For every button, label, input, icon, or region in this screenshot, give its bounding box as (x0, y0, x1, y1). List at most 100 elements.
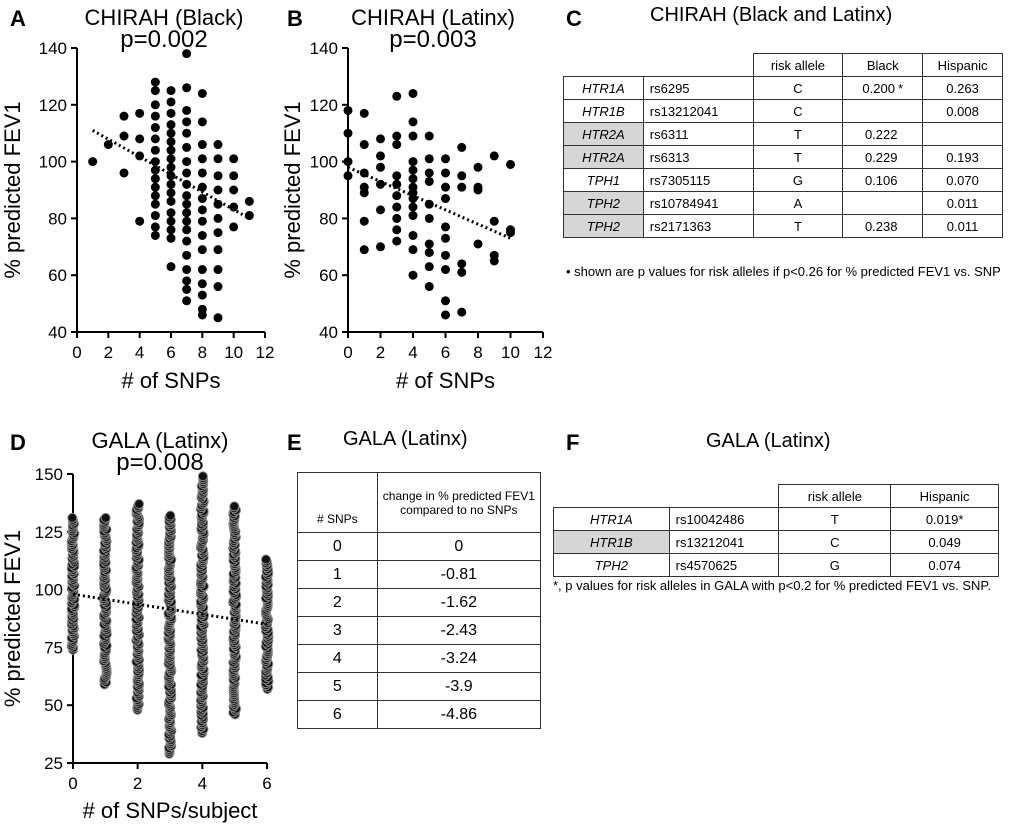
table-e-row: 3 -2.43 (297, 616, 542, 645)
data-point (457, 182, 467, 192)
x-tick-label: 2 (133, 774, 142, 793)
snps-cell: 3 (297, 616, 378, 645)
data-point (100, 512, 111, 523)
data-point (213, 313, 223, 323)
data-point (150, 134, 160, 144)
table-c-header-blank (564, 54, 644, 77)
table-c-header-black: Black (842, 53, 924, 77)
data-point (359, 108, 369, 118)
data-point (166, 162, 176, 172)
x-axis-label: # of SNPs (396, 368, 495, 393)
x-tick-label: 0 (68, 774, 77, 793)
data-point (376, 179, 385, 189)
table-c-row: TPH1 rs7305115 G 0.106 0.070 (563, 168, 1003, 192)
black-pvalue: 0.200 (862, 80, 895, 96)
risk-allele-cell: T (778, 507, 892, 531)
data-point (150, 199, 160, 209)
data-point (166, 233, 176, 243)
data-point (229, 154, 239, 164)
data-point (213, 245, 223, 255)
data-point (424, 239, 434, 249)
y-tick-label: 150 (35, 465, 63, 484)
gene-cell: TPH2 (563, 214, 644, 238)
risk-allele-cell: T (752, 122, 844, 146)
table-c-row: HTR1A rs6295 C 0.200 * 0.263 (563, 76, 1003, 100)
data-point (506, 159, 515, 169)
table-c-header-blank (643, 53, 754, 77)
risk-allele-cell: G (778, 553, 892, 577)
table-c-row: HTR2A rs6311 T 0.222 (563, 122, 1003, 146)
data-point (392, 236, 402, 246)
data-point (150, 165, 160, 175)
x-tick-label: 6 (166, 343, 175, 362)
data-point (376, 205, 385, 215)
data-point (166, 216, 176, 226)
data-point (408, 117, 418, 127)
table-f-header-blank (669, 484, 780, 508)
x-tick-label: 2 (376, 343, 385, 362)
data-point (197, 279, 207, 289)
data-point (166, 108, 176, 118)
x-tick-label: 12 (534, 343, 553, 362)
risk-allele-cell: C (752, 76, 844, 100)
table-f: risk allele Hispanic HTR1A rs10042486 T 0.0… (553, 484, 999, 577)
y-tick-label: 40 (48, 323, 67, 342)
data-point (359, 140, 369, 150)
data-point (392, 225, 402, 235)
table-c-header-row: risk allele Black Hispanic (564, 53, 1003, 77)
risk-allele-cell: A (752, 191, 844, 215)
data-point (197, 304, 207, 314)
black-pvalue-cell: 0.222 (842, 122, 924, 146)
data-point (165, 510, 176, 521)
data-point (182, 208, 192, 218)
data-point (376, 242, 385, 252)
data-point (197, 182, 207, 192)
table-f-footnote: *, p values for risk alleles in GALA wit… (553, 578, 991, 593)
data-point (441, 233, 450, 243)
black-pvalue-cell: 0.238 (842, 214, 924, 238)
data-point (408, 182, 418, 192)
table-c: risk allele Black Hispanic HTR1A rs6295 C 0… (563, 53, 1003, 238)
data-point (359, 182, 369, 192)
data-point (261, 554, 272, 565)
gene-cell: HTR1B (563, 99, 644, 123)
y-tick-label: 125 (35, 523, 63, 542)
data-point (166, 188, 176, 198)
hispanic-pvalue-cell: 0.074 (890, 553, 999, 577)
data-point (441, 296, 450, 306)
snp-cell: rs13212041 (642, 99, 754, 123)
data-point (182, 142, 192, 152)
data-point (182, 83, 192, 93)
data-point (392, 140, 402, 150)
table-e-row: 1 -0.81 (297, 560, 542, 589)
data-point (166, 179, 176, 189)
data-point (392, 202, 402, 212)
chart-b: CHIRAH (Latinx)p=0.003 0 2 4 6 8 10 12 40 60 80 100… (280, 5, 552, 393)
data-point (473, 239, 483, 249)
y-tick-label: 60 (48, 266, 67, 285)
gene-cell: HTR2A (563, 145, 644, 169)
snps-cell: 1 (297, 560, 378, 589)
p-value: p=0.003 (389, 26, 476, 53)
data-point (441, 310, 450, 320)
change-cell: -4.86 (376, 700, 542, 729)
panel-label-f: F (566, 430, 580, 455)
data-point (376, 134, 385, 144)
chart-title: GALA (Latinx) (92, 428, 229, 453)
x-tick-label: 4 (135, 343, 144, 362)
table-e-row: 4 -3.24 (297, 644, 542, 673)
data-point (359, 245, 369, 255)
data-point (150, 174, 160, 184)
data-point (343, 157, 353, 167)
gene-cell: HTR1A (563, 76, 644, 100)
data-point (359, 216, 369, 226)
table-c-title: CHIRAH (Black and Latinx) (650, 4, 893, 26)
chart-title: CHIRAH (Black) (85, 5, 244, 30)
x-tick-label: 10 (224, 343, 243, 362)
data-point (197, 205, 207, 215)
data-point (197, 290, 207, 300)
data-point (166, 97, 176, 107)
data-point (457, 267, 467, 277)
snp-cell: rs6311 (642, 122, 754, 146)
data-point (197, 230, 207, 240)
